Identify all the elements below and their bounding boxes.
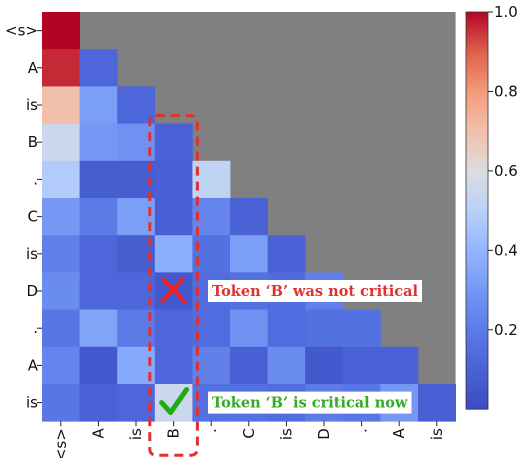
heatmap-cell-5-3 bbox=[154, 198, 193, 236]
cross-mark-icon bbox=[160, 277, 185, 303]
annotation-label-background bbox=[208, 391, 412, 414]
colorbar-gradient bbox=[466, 12, 488, 410]
heatmap-cell-8-0 bbox=[42, 309, 80, 348]
x-tick-label: <s> bbox=[52, 428, 70, 458]
x-tick-label: A bbox=[89, 427, 107, 438]
heatmap-cell-2-1 bbox=[79, 86, 118, 124]
y-tick-label: is bbox=[26, 245, 38, 263]
y-tick-label: <s> bbox=[5, 22, 38, 40]
heatmap-cell-7-1 bbox=[79, 272, 118, 310]
heatmap-cell-2-2 bbox=[117, 86, 156, 124]
heatmap-cell-6-4 bbox=[192, 235, 231, 273]
colorbar-tick-label: 0.4 bbox=[494, 241, 518, 259]
heatmap-cell-5-5 bbox=[230, 198, 268, 236]
y-tick-label: B bbox=[28, 133, 38, 151]
heatmap bbox=[42, 12, 456, 422]
annotation-label: Token ‘B’ is critical now bbox=[212, 395, 408, 412]
colorbar-tick-label: 0.6 bbox=[494, 162, 518, 180]
annotation-label: Token ‘B’ was not critical bbox=[212, 283, 419, 300]
heatmap-cell-3-0 bbox=[42, 123, 80, 162]
heatmap-cell-6-5 bbox=[230, 235, 268, 273]
heatmap-cell-2-0 bbox=[42, 86, 80, 124]
x-tick-label: is bbox=[127, 428, 145, 440]
heatmap-cell-8-7 bbox=[305, 309, 344, 348]
heatmap-cell-9-8 bbox=[342, 346, 381, 385]
annotations: Token ‘B’ was not critical Token ‘B’ is c… bbox=[148, 114, 422, 457]
y-axis-tick-labels: <s> Ais B. Cis D. Ais bbox=[5, 22, 42, 412]
y-tick-label: is bbox=[26, 96, 38, 114]
y-tick-label: . bbox=[33, 319, 38, 337]
heatmap-cell-1-0 bbox=[42, 49, 80, 87]
heatmap-cell-6-3 bbox=[154, 235, 193, 273]
x-tick-label: D bbox=[315, 428, 333, 440]
check-mark-icon bbox=[159, 387, 190, 416]
heatmap-cell-8-1 bbox=[79, 309, 118, 348]
heatmap-cell-5-1 bbox=[79, 198, 118, 236]
heatmap-cell-8-6 bbox=[267, 309, 306, 348]
x-tick-label: B bbox=[165, 428, 183, 438]
heatmap-cell-3-1 bbox=[79, 123, 118, 162]
highlight-column-box bbox=[148, 114, 199, 457]
heatmap-cell-5-0 bbox=[42, 198, 80, 236]
heatmap-cell-7-0 bbox=[42, 272, 80, 310]
x-tick-label: . bbox=[202, 428, 220, 433]
heatmap-cell-8-5 bbox=[230, 309, 268, 348]
heatmap-cell-9-0 bbox=[42, 346, 80, 385]
x-tick-label: is bbox=[277, 428, 295, 440]
heatmap-cell-10-10 bbox=[418, 384, 456, 422]
heatmap-cell-10-1 bbox=[79, 384, 118, 422]
x-tick-label: C bbox=[240, 428, 258, 438]
heatmap-cell-4-1 bbox=[79, 160, 118, 199]
heatmap-cell-6-0 bbox=[42, 235, 80, 273]
heatmap-cell-8-8 bbox=[342, 309, 381, 348]
y-tick-label: A bbox=[28, 356, 39, 374]
heatmap-cell-4-0 bbox=[42, 160, 80, 199]
y-tick-label: is bbox=[26, 394, 38, 412]
heatmap-cell-9-9 bbox=[380, 346, 419, 385]
y-tick-label: A bbox=[28, 59, 39, 77]
colorbar-frame bbox=[465, 11, 489, 410]
x-tick-label: . bbox=[353, 428, 371, 433]
heatmap-cell-4-3 bbox=[154, 160, 193, 199]
x-tick-label: A bbox=[390, 427, 408, 438]
heatmap-cell-9-5 bbox=[230, 346, 268, 385]
y-tick-label: . bbox=[33, 170, 38, 188]
y-tick-label: D bbox=[26, 282, 38, 300]
heatmap-cell-6-6 bbox=[267, 235, 306, 273]
heatmap-cell-10-0 bbox=[42, 384, 80, 422]
heatmap-cell-3-2 bbox=[117, 123, 156, 162]
heatmap-cell-8-4 bbox=[192, 309, 231, 348]
annotation-label-background bbox=[208, 280, 422, 302]
heatmap-cell-1-1 bbox=[79, 49, 118, 87]
heatmap-cell-6-1 bbox=[79, 235, 118, 273]
colorbar-tick-label: 0.8 bbox=[494, 82, 518, 100]
heatmap-cell-9-1 bbox=[79, 346, 118, 385]
heatmap-cell-9-3 bbox=[154, 346, 193, 385]
y-tick-label: C bbox=[28, 208, 38, 226]
heatmap-cell-3-3 bbox=[154, 123, 193, 162]
colorbar: 1.0 0.8 0.6 0.4 0.2 bbox=[465, 3, 518, 410]
heatmap-cell-9-7 bbox=[305, 346, 344, 385]
colorbar-tick-label: 1.0 bbox=[494, 3, 518, 21]
heatmap-cell-4-4 bbox=[192, 160, 231, 199]
x-tick-label: is bbox=[428, 428, 446, 440]
heatmap-cell-8-3 bbox=[154, 309, 193, 348]
heatmap-cell-0-0 bbox=[42, 12, 80, 50]
heatmap-cell-9-6 bbox=[267, 346, 306, 385]
colorbar-tick-label: 0.2 bbox=[494, 321, 518, 339]
